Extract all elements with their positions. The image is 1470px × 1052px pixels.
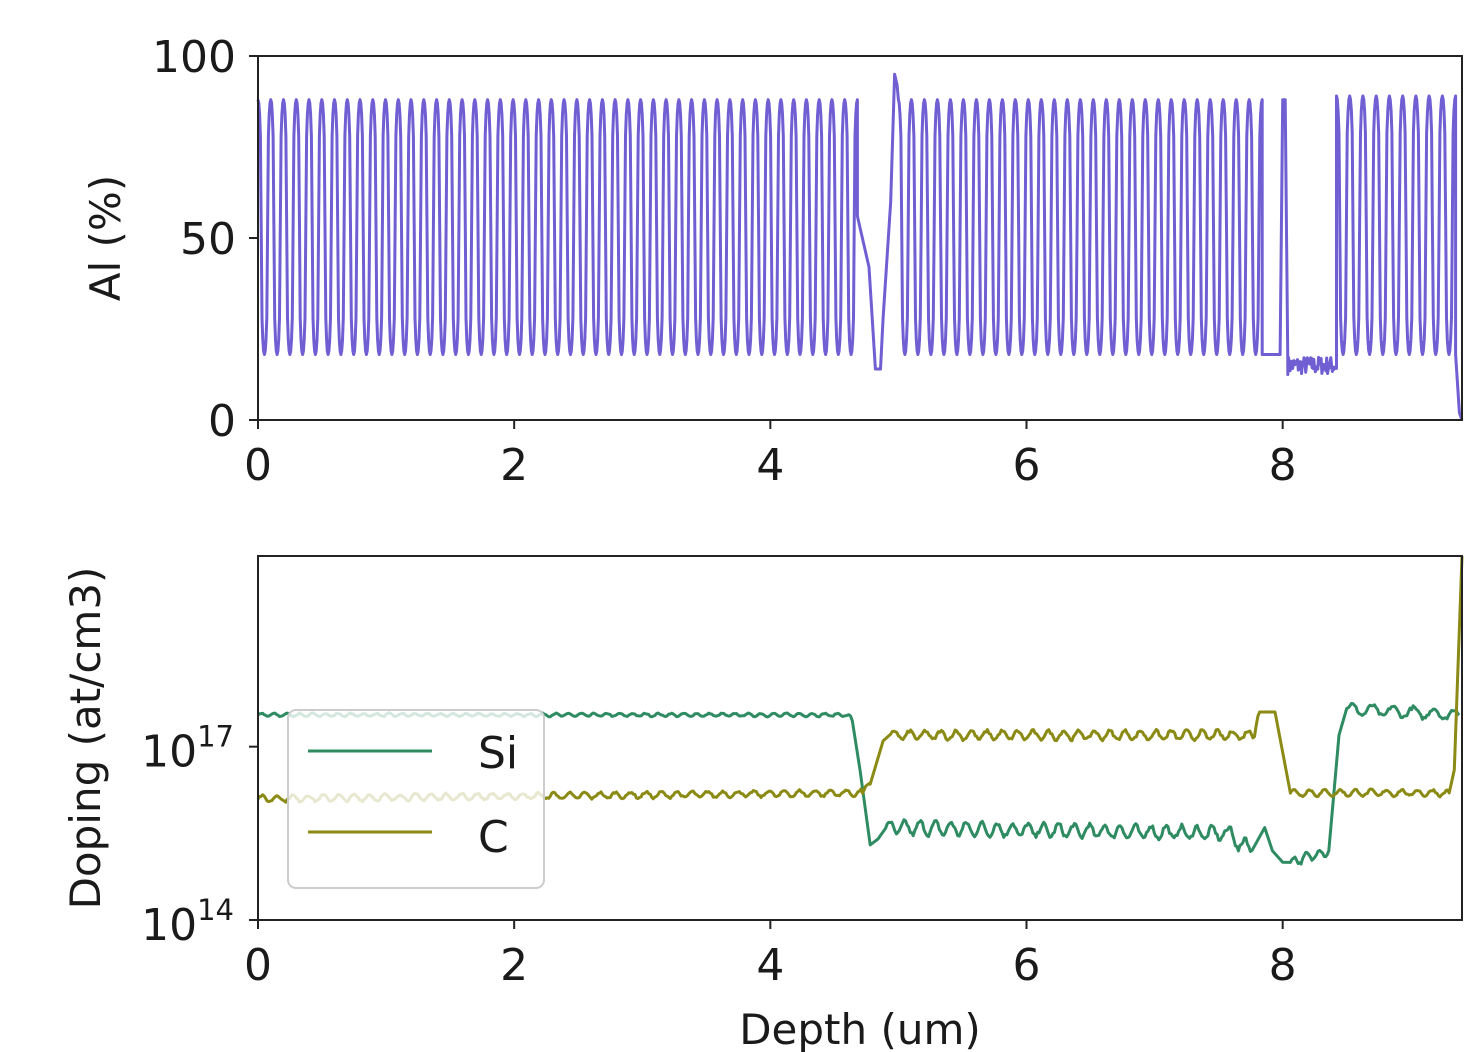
doping-xtick-label: 4 [756,940,784,991]
al-xtick-label: 8 [1269,440,1297,491]
al-ytick-label: 50 [180,214,236,265]
al-ytick-label: 0 [208,396,236,447]
al-xtick-label: 6 [1013,440,1041,491]
al-y-ticks: 0 50 100 [152,32,258,447]
doping-panel: 0 2 4 6 8 1014 1017 Doping (at/cm3) Depth (um… [61,555,1464,1052]
legend-label-c: C [478,812,509,863]
doping-xtick-label: 6 [1013,940,1041,991]
legend-label-si: Si [478,728,518,779]
doping-ytick-label: 1014 [141,893,234,951]
al-xtick-label: 0 [244,440,272,491]
al-line [256,72,1464,421]
al-xtick-label: 2 [500,440,528,491]
depth-x-label: Depth (um) [739,1005,981,1052]
doping-ytick-label: 1017 [141,720,234,778]
al-y-label: Al (%) [81,175,130,301]
legend: Si C [287,709,545,889]
al-x-ticks: 0 2 4 6 8 [244,420,1297,491]
doping-x-ticks: 0 2 4 6 8 [244,920,1297,991]
doping-xtick-label: 2 [500,940,528,991]
al-panel: 0 2 4 6 8 0 50 100 Al (%) [81,32,1464,491]
al-series-line [256,72,1464,421]
doping-axes-frame [257,555,1463,921]
al-ytick-label: 100 [152,32,236,83]
legend-box [287,709,545,889]
doping-y-ticks: 1014 1017 [141,720,258,951]
doping-xtick-label: 0 [244,940,272,991]
doping-xtick-label: 8 [1269,940,1297,991]
al-xtick-label: 4 [756,440,784,491]
doping-y-label: Doping (at/cm3) [61,567,110,910]
